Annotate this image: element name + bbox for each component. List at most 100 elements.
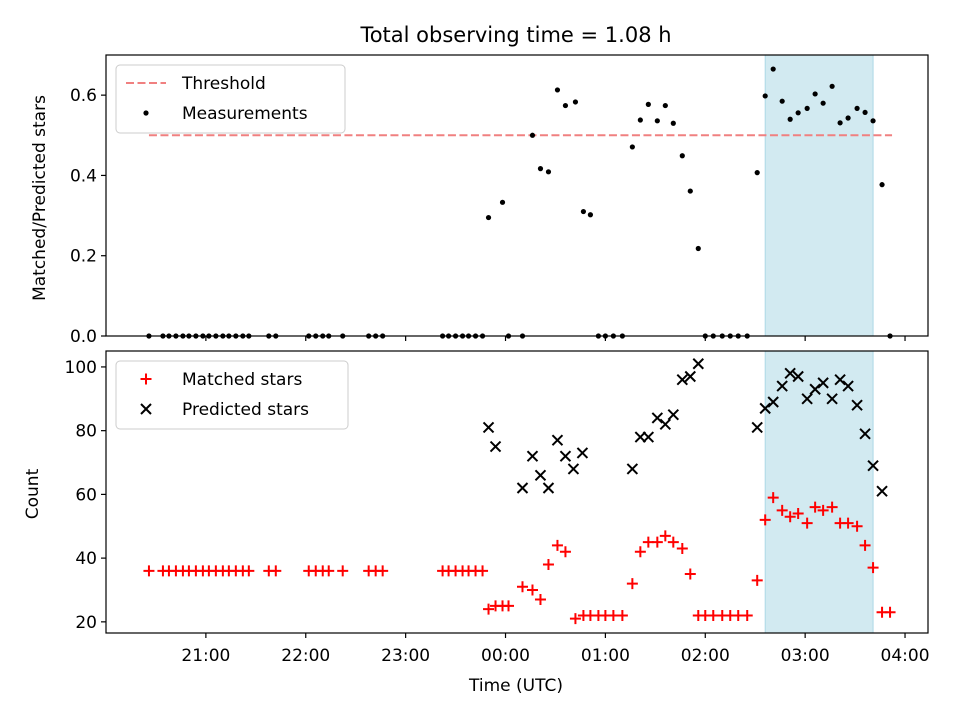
top-dot-point [854, 105, 860, 111]
bottom-plus-point [559, 546, 571, 558]
x-tick-label: 02:00 [681, 646, 730, 666]
bottom-plus-point [741, 609, 753, 621]
bottom-x-point [684, 370, 696, 383]
top-dot-point [754, 170, 760, 176]
bottom-x-point [767, 396, 779, 408]
top-dot-point [845, 115, 851, 121]
bottom-x-point [851, 399, 863, 411]
chart-title: Total observing time = 1.08 h [359, 23, 671, 47]
legend-label: Measurements [182, 104, 308, 124]
top-dot-point [879, 182, 885, 188]
x-tick-label: 22:00 [281, 646, 330, 666]
bottom-x-point [792, 370, 804, 383]
top-dot-point [812, 91, 818, 97]
bottom-plus-point [526, 584, 538, 596]
bottom-plus-point [809, 501, 821, 513]
bottom-plus-point [243, 565, 255, 577]
top-dot-point [829, 83, 835, 89]
top-dot-point [499, 199, 506, 205]
top-dot-point [820, 100, 826, 106]
top-dot-point [485, 214, 492, 221]
top-y-tick-label: 0.2 [70, 247, 97, 267]
bottom-x-point [826, 393, 838, 405]
bottom-y-axis-label: Count [23, 468, 43, 519]
top-y-tick-label: 0.6 [70, 86, 97, 106]
bottom-plus-point [859, 539, 871, 551]
top-plot-frame [105, 54, 929, 337]
legend-plus-swatch [140, 373, 152, 385]
bottom-plus-point [667, 536, 679, 548]
bottom-x-point [859, 428, 871, 440]
top-dot-point [554, 87, 561, 93]
bottom-plus-point [516, 581, 528, 593]
bottom-plus-point [684, 568, 696, 580]
bottom-x-point [784, 367, 796, 380]
bottom-x-point [667, 409, 680, 421]
bottom-plus-point [759, 514, 771, 526]
top-dot-point [572, 99, 579, 105]
bottom-x-point [567, 463, 580, 475]
bottom-x-point [516, 482, 529, 494]
top-dot-point [580, 208, 587, 215]
bottom-plus-point [477, 565, 489, 577]
bottom-plus-point [676, 543, 688, 555]
bottom-plus-point [884, 606, 896, 618]
top-panel: 0.0 0.2 0.4 0.6 Threshold Measurements [70, 54, 929, 347]
top-dot-point [545, 169, 552, 175]
bottom-x-point [776, 380, 788, 392]
top-dot-point [679, 153, 685, 159]
bottom-plus-point [826, 501, 838, 513]
top-dot-point [529, 132, 536, 138]
bottom-plus-point [851, 520, 863, 532]
bottom-plot-frame [105, 350, 929, 634]
top-dot-point [770, 66, 776, 72]
x-tick-label: 01:00 [581, 646, 630, 666]
bottom-x-point [809, 383, 821, 395]
bottom-plus-point [801, 517, 813, 529]
bottom-plus-point [534, 594, 546, 606]
bottom-plus-point [323, 565, 335, 577]
bottom-x-point [576, 447, 589, 459]
top-dot-point [795, 110, 801, 116]
bottom-x-point [651, 412, 664, 424]
legend-label: Matched stars [182, 370, 302, 390]
bottom-y-tick-label: 20 [75, 613, 97, 633]
bottom-legend [115, 360, 349, 430]
top-dot-point [629, 144, 635, 150]
bottom-plus-point [143, 565, 155, 577]
bottom-observing-window [764, 350, 874, 634]
top-dot-point [804, 105, 810, 111]
bottom-x-point [542, 482, 555, 494]
x-tick-label: 03:00 [781, 646, 830, 666]
bottom-x-point [751, 421, 763, 434]
bottom-x-point [801, 393, 813, 405]
bottom-x-point [534, 469, 547, 481]
top-dot-point [587, 212, 594, 218]
bottom-x-point [759, 402, 771, 415]
top-dot-point [862, 109, 868, 116]
bottom-plus-point [569, 613, 581, 625]
top-dot-point [870, 118, 876, 124]
top-y-axis-label: Matched/Predicted stars [30, 95, 50, 301]
bottom-plus-point [626, 578, 638, 590]
bottom-plus-point [337, 565, 349, 577]
bottom-x-point [817, 377, 829, 389]
top-dot-point [645, 101, 651, 107]
x-tick-label: 04:00 [881, 646, 930, 666]
top-dot-point [537, 166, 544, 172]
bottom-x-point [642, 431, 655, 443]
bottom-plus-point [634, 546, 646, 558]
bottom-plus-point [776, 504, 788, 516]
bottom-x-point [559, 450, 572, 462]
x-tick-label: 23:00 [381, 646, 430, 666]
top-dot-point [654, 118, 660, 124]
top-dot-point [762, 93, 768, 99]
bottom-x-point [692, 358, 704, 370]
bottom-y-tick-label: 80 [75, 422, 97, 442]
bottom-y-tick-label: 60 [75, 485, 97, 505]
bottom-plus-point [659, 530, 671, 542]
top-y-tick-label: 0.4 [70, 166, 97, 186]
bottom-x-point [659, 418, 672, 430]
bottom-plus-point [842, 517, 854, 529]
